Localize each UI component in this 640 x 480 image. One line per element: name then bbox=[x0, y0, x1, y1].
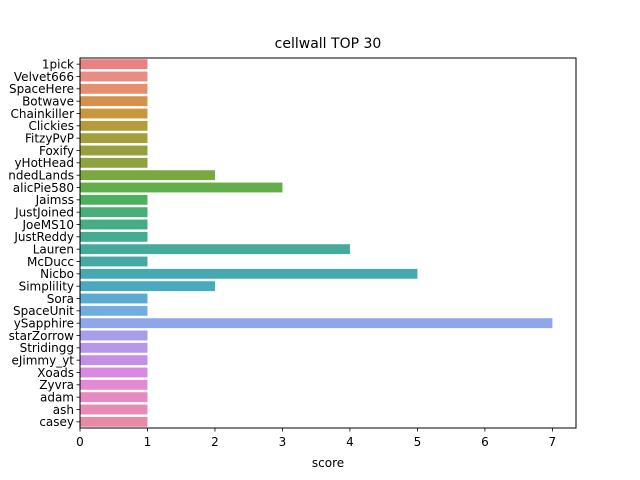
y-tick-label: starZorrow bbox=[9, 329, 75, 343]
y-tick-label: casey bbox=[39, 415, 74, 429]
bar-adam bbox=[80, 392, 148, 403]
bar-ySapphire bbox=[80, 318, 553, 329]
y-tick-label: alicPie580 bbox=[13, 181, 74, 195]
bar-JoeMS10 bbox=[80, 219, 148, 230]
y-tick-label: SpaceUnit bbox=[13, 304, 74, 318]
y-tick-label: JustJoined bbox=[14, 205, 74, 219]
bar-McDucc bbox=[80, 256, 148, 267]
y-tick-label: JustReddy bbox=[13, 230, 74, 244]
y-tick-label: Jaimss bbox=[35, 193, 74, 207]
y-tick-label: Sora bbox=[47, 292, 74, 306]
bar-FitzyPvP bbox=[80, 133, 148, 144]
y-tick-label: SpaceHere bbox=[9, 82, 74, 96]
y-tick-label: Xoads bbox=[37, 366, 74, 380]
y-tick-label: 1pick bbox=[42, 57, 74, 71]
y-tick-label: FitzyPvP bbox=[25, 131, 74, 145]
y-tick-label: Velvet666 bbox=[14, 70, 74, 84]
bar-Lauren bbox=[80, 244, 350, 255]
y-tick-label: Botwave bbox=[22, 94, 74, 108]
x-tick-label: 1 bbox=[144, 435, 152, 449]
x-tick-label: 2 bbox=[211, 435, 219, 449]
y-tick-label: Stridingg bbox=[20, 341, 74, 355]
x-tick-label: 3 bbox=[279, 435, 287, 449]
x-tick-label: 0 bbox=[76, 435, 84, 449]
bar-Simplility bbox=[80, 281, 215, 292]
bar-JustReddy bbox=[80, 231, 148, 242]
y-tick-label: McDucc bbox=[27, 255, 74, 269]
x-tick-label: 7 bbox=[549, 435, 557, 449]
y-tick-label: Chainkiller bbox=[10, 107, 74, 121]
bar-ndedLands bbox=[80, 170, 215, 181]
y-axis: 1pickVelvet666SpaceHereBotwaveChainkille… bbox=[8, 57, 80, 429]
bar-Xoads bbox=[80, 367, 148, 378]
x-tick-label: 5 bbox=[414, 435, 422, 449]
bar-JustJoined bbox=[80, 207, 148, 218]
y-tick-label: Zyvra bbox=[39, 378, 74, 392]
bar-Zyvra bbox=[80, 379, 148, 390]
x-tick-label: 4 bbox=[346, 435, 354, 449]
y-tick-label: yHotHead bbox=[14, 156, 74, 170]
y-tick-label: ySapphire bbox=[14, 316, 74, 330]
x-tick-label: 6 bbox=[481, 435, 489, 449]
bar-ash bbox=[80, 404, 148, 415]
bar-Foxify bbox=[80, 145, 148, 156]
bar-SpaceUnit bbox=[80, 305, 148, 316]
plot-frame bbox=[79, 57, 577, 429]
y-tick-label: Clickies bbox=[28, 119, 74, 133]
bar-Velvet666 bbox=[80, 71, 148, 82]
bar-Stridingg bbox=[80, 342, 148, 353]
bar-SpaceHere bbox=[80, 83, 148, 94]
bar-starZorrow bbox=[80, 330, 148, 341]
bar-Sora bbox=[80, 293, 148, 304]
y-tick-label: Simplility bbox=[19, 279, 74, 293]
y-tick-label: ndedLands bbox=[8, 168, 74, 182]
bar-yHotHead bbox=[80, 157, 148, 168]
bars-layer bbox=[80, 59, 553, 427]
y-tick-label: Lauren bbox=[33, 242, 74, 256]
x-axis-label: score bbox=[312, 456, 344, 470]
bar-Botwave bbox=[80, 96, 148, 107]
bar-Nicbo bbox=[80, 268, 418, 279]
chart-title: cellwall TOP 30 bbox=[275, 36, 382, 52]
y-tick-label: eJimmy_yt bbox=[11, 353, 74, 367]
bar-Chainkiller bbox=[80, 108, 148, 119]
y-tick-label: Foxify bbox=[39, 144, 74, 158]
y-tick-label: Nicbo bbox=[40, 267, 74, 281]
bar-Jaimss bbox=[80, 194, 148, 205]
y-tick-label: ash bbox=[53, 403, 74, 417]
bar-Clickies bbox=[80, 120, 148, 131]
y-tick-label: JoeMS10 bbox=[21, 218, 74, 232]
bar-casey bbox=[80, 416, 148, 427]
y-tick-label: adam bbox=[40, 390, 74, 404]
bar-eJimmy_yt bbox=[80, 355, 148, 366]
x-axis: 0 1 2 3 4 5 6 7 bbox=[76, 428, 556, 449]
bar-alicPie580 bbox=[80, 182, 283, 193]
bar-1pick bbox=[80, 59, 148, 70]
